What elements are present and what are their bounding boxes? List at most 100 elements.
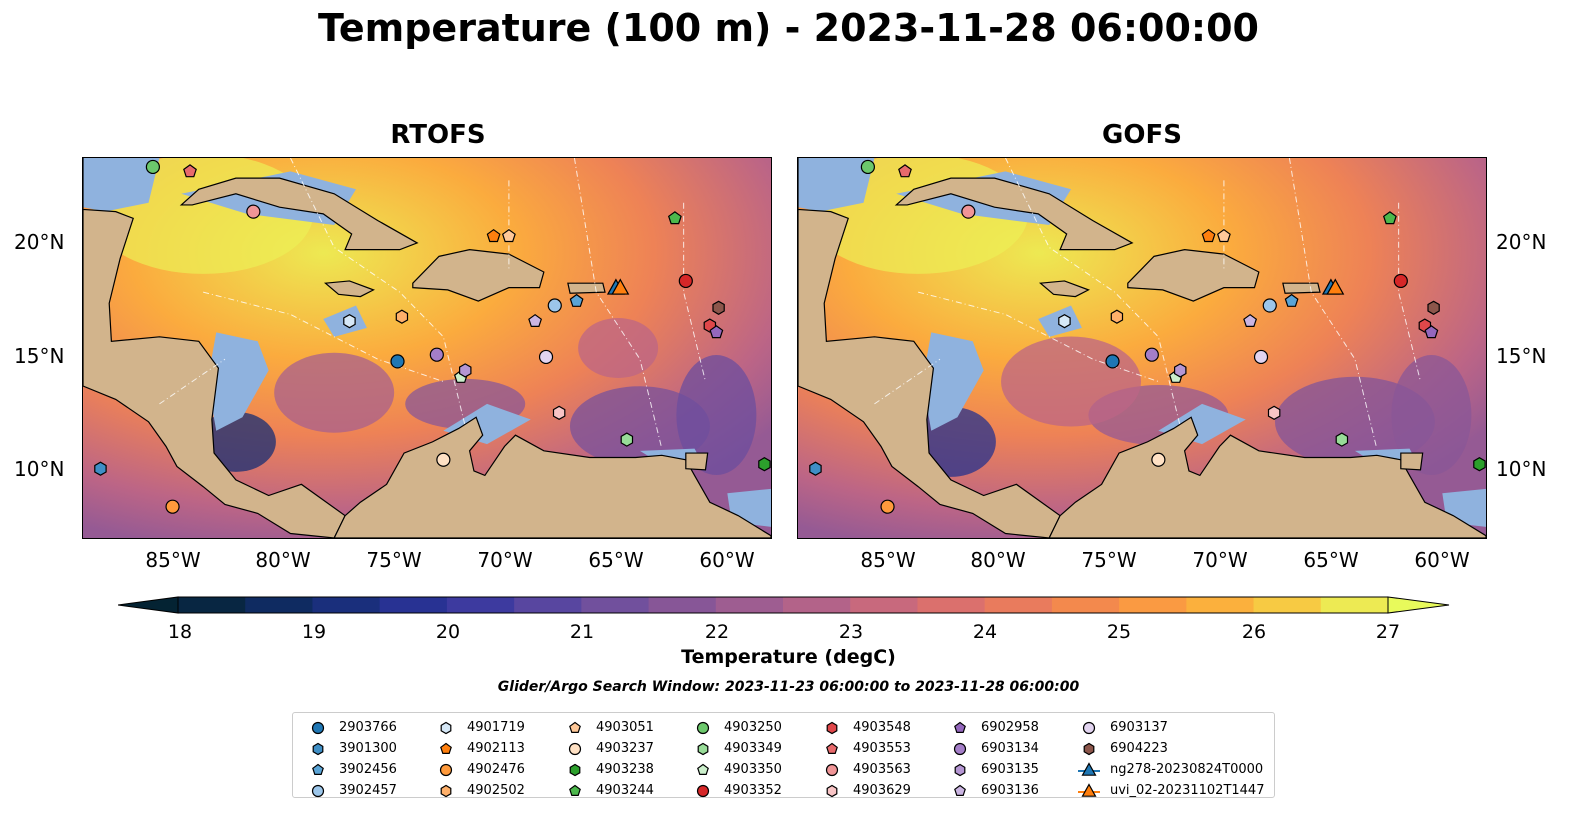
legend-entry: 4903629: [821, 780, 911, 801]
float-marker: [1151, 452, 1166, 467]
legend-label: 4903629: [853, 783, 911, 798]
lat-label-10n-left: 10°N: [14, 457, 65, 481]
circle-marker-icon: [311, 721, 325, 734]
legend-column: 2903766 3901300 3902456 3902457: [307, 717, 397, 801]
hexagon-marker-icon: [440, 721, 452, 734]
eez-boundary: [290, 158, 466, 427]
colorbar-bin: [783, 597, 851, 613]
float-marker: [880, 499, 895, 514]
legend-entry: 4903563: [821, 759, 911, 780]
colorbar-label: Temperature (degC): [681, 646, 896, 668]
legend-entry: 4902476: [435, 759, 525, 780]
eez-boundary: [159, 358, 226, 405]
float-marker: [1201, 228, 1216, 243]
float-marker: [1243, 313, 1258, 327]
legend-marker: [825, 763, 839, 776]
legend-marker: [312, 742, 324, 755]
legend-entry: 4903051: [564, 717, 654, 738]
legend-entry: 4903250: [692, 717, 782, 738]
temperature-anomaly: [1001, 336, 1142, 427]
circle-marker-icon: [825, 763, 839, 776]
pentagon-marker-icon: [569, 784, 581, 796]
colorbar-tick-23: 23: [838, 621, 864, 643]
float-marker: [1253, 349, 1269, 365]
lon-label-70w-right: 70°W: [1192, 548, 1248, 572]
lon-label-80w-right: 80°W: [970, 548, 1026, 572]
legend-label: 4903250: [724, 720, 782, 735]
colorbar-tick-21: 21: [569, 621, 595, 643]
eez-boundary: [203, 291, 444, 383]
land: [333, 416, 771, 538]
pentagon-marker-icon: [697, 763, 709, 775]
colorbar-tick-20: 20: [435, 621, 461, 643]
legend-label: 4902113: [467, 741, 525, 756]
legend-label: 6903134: [981, 741, 1039, 756]
float-marker: [459, 363, 472, 378]
legend-marker: [440, 742, 452, 754]
float-marker: [709, 325, 724, 339]
colorbar-bin: [1186, 597, 1255, 613]
land: [83, 158, 346, 538]
legend: 2903766 3901300 3902456 3902457 4901719 49021…: [292, 712, 1275, 798]
legend-marker: [697, 763, 709, 775]
legend-entry: 4902502: [435, 780, 525, 801]
land: [1282, 282, 1321, 294]
pentagon-marker-icon: [440, 742, 452, 754]
eez-boundary: [918, 291, 1159, 383]
hexagon-marker-icon: [1083, 742, 1095, 755]
float-marker: [1110, 309, 1124, 324]
colorbar-extend-high: [1387, 596, 1450, 614]
float-marker: [486, 228, 501, 243]
colorbar-tick-26: 26: [1241, 621, 1267, 643]
temperature-anomaly: [1391, 355, 1472, 476]
legend-entry: 4903352: [692, 780, 782, 801]
legend-label: 4903238: [596, 762, 654, 777]
legend-entry: 6903137: [1078, 717, 1264, 738]
legend-label: 6903137: [1110, 720, 1168, 735]
figure-title: Temperature (100 m) - 2023-11-28 06:00:0…: [317, 6, 1259, 50]
legend-label: 2903766: [339, 720, 397, 735]
float-marker: [246, 204, 261, 219]
colorbar-tick-22: 22: [704, 621, 730, 643]
float-marker: [94, 461, 107, 476]
float-marker: [1105, 354, 1120, 369]
colorbar-bin: [514, 597, 582, 613]
land: [323, 280, 375, 298]
float-marker: [898, 164, 912, 178]
float-marker: [1427, 300, 1440, 315]
float-marker: [165, 499, 180, 514]
search-window-text: Glider/Argo Search Window: 2023-11-23 06…: [497, 679, 1080, 695]
pentagon-marker-icon: [954, 784, 966, 796]
legend-label: 6903135: [981, 762, 1039, 777]
legend-marker: [440, 721, 452, 734]
land: [1038, 280, 1090, 298]
circle-marker-icon: [311, 784, 325, 797]
eez-boundary: [1398, 202, 1421, 382]
lat-label-15n-right: 15°N: [1496, 344, 1547, 368]
legend-label: 4901719: [467, 720, 525, 735]
float-marker: [1267, 405, 1281, 420]
legend-label: 6904223: [1110, 741, 1168, 756]
lon-label-65w-left: 65°W: [588, 548, 644, 572]
float-marker: [1058, 314, 1071, 329]
legend-marker: [696, 784, 710, 797]
rtofs-map: [82, 157, 772, 539]
float-marker: [620, 432, 634, 447]
legend-label: 3901300: [339, 741, 397, 756]
legend-marker: [953, 742, 967, 755]
float-marker: [809, 461, 822, 476]
float-marker: [569, 293, 584, 307]
legend-entry: 4903238: [564, 759, 654, 780]
triangle-marker-icon: [1078, 782, 1100, 797]
lat-label-20n-right: 20°N: [1496, 230, 1547, 254]
float-marker: [552, 405, 566, 420]
lon-label-85w-right: 85°W: [860, 548, 916, 572]
shelf-mask: [922, 332, 984, 431]
legend-column: 4903051 4903237 4903238 4903244: [564, 717, 654, 801]
hexagon-marker-icon: [826, 784, 838, 797]
pentagon-marker-icon: [826, 742, 838, 754]
lon-label-70w-left: 70°W: [477, 548, 533, 572]
float-marker: [395, 309, 409, 324]
colorbar-bin: [1119, 597, 1187, 613]
triangle-marker-icon: [1078, 761, 1100, 776]
